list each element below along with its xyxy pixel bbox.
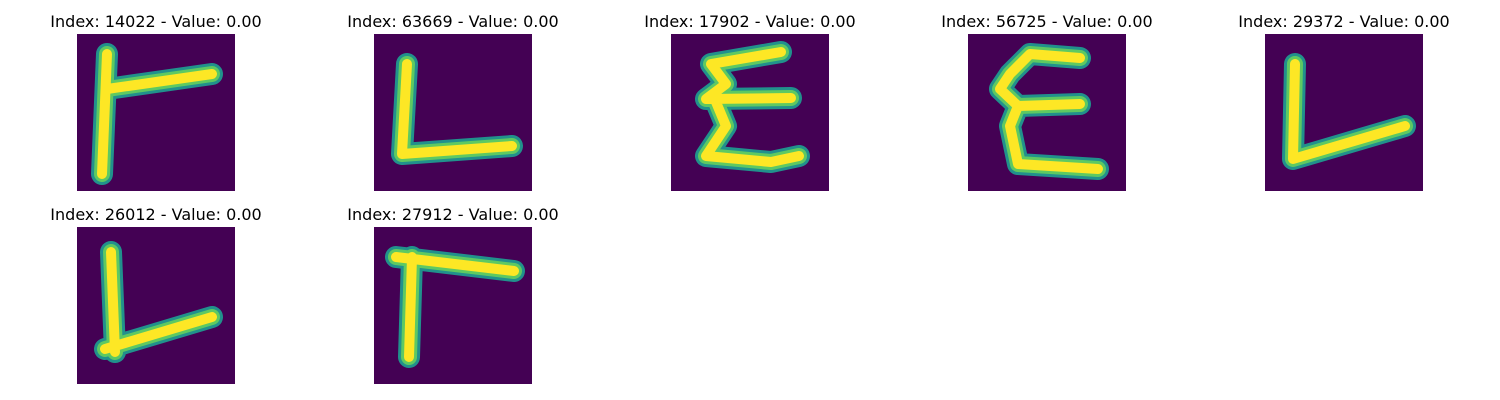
glyph-image — [77, 227, 235, 384]
glyph-image — [77, 34, 235, 191]
glyph-image — [374, 34, 532, 191]
glyph-drawing — [391, 53, 523, 165]
panel-title: Index: 14022 - Value: 0.00 — [50, 12, 262, 31]
glyph-drawing — [989, 43, 1109, 180]
glyph-drawing — [1282, 53, 1416, 170]
panel-title: Index: 56725 - Value: 0.00 — [941, 12, 1153, 31]
stroke-core — [100, 247, 217, 357]
panel-title: Index: 29372 - Value: 0.00 — [1238, 12, 1450, 31]
stroke-core — [995, 49, 1103, 174]
stroke-core — [391, 252, 519, 362]
panel-title: Index: 26012 - Value: 0.00 — [50, 205, 262, 224]
glyph-drawing — [91, 43, 223, 185]
glyph-image — [671, 34, 829, 191]
stroke-core — [97, 49, 217, 179]
panel-title: Index: 27912 - Value: 0.00 — [347, 205, 559, 224]
stroke-core — [397, 59, 517, 159]
glyph-image — [968, 34, 1126, 191]
panel-title: Index: 17902 - Value: 0.00 — [644, 12, 856, 31]
glyph-drawing — [94, 241, 223, 363]
glyph-image — [374, 227, 532, 384]
glyph-drawing — [385, 246, 525, 368]
stroke-core — [701, 47, 804, 167]
glyph-drawing — [695, 41, 810, 173]
stroke-core — [1288, 59, 1410, 164]
panel-title: Index: 63669 - Value: 0.00 — [347, 12, 559, 31]
glyph-image — [1265, 34, 1423, 191]
